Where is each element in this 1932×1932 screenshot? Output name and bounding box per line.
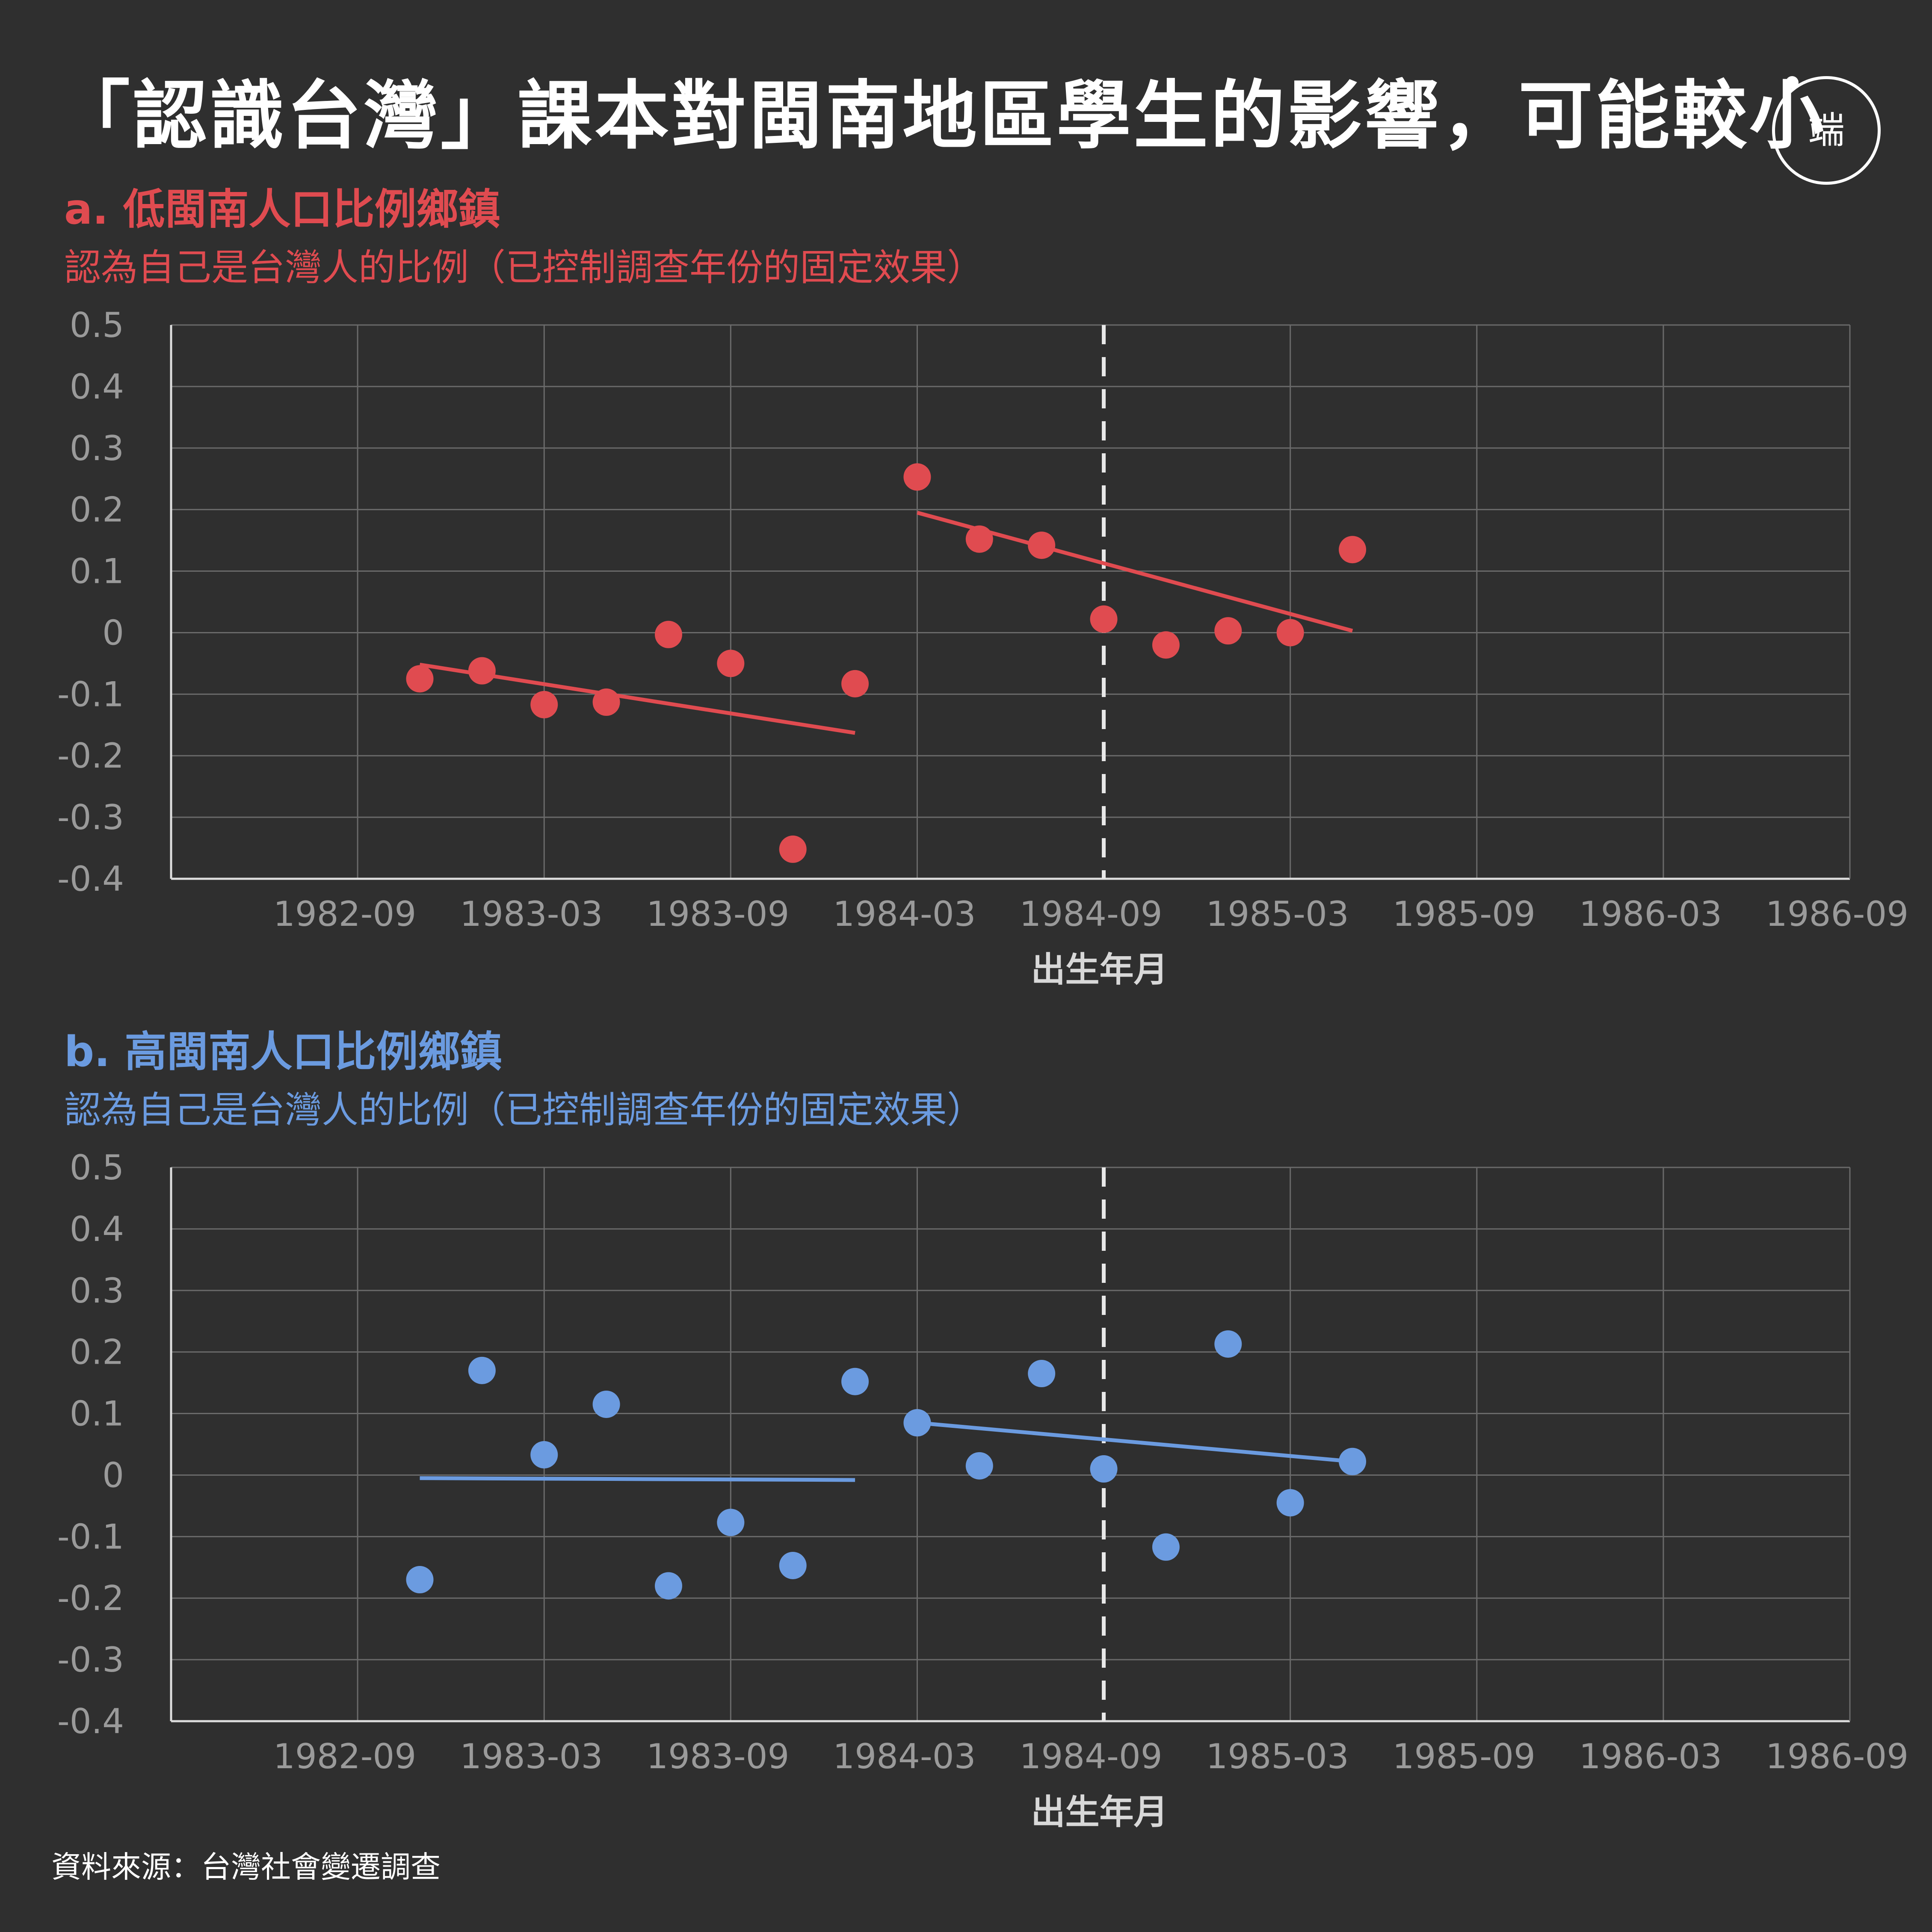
x-axis-label: 出生年月: [1031, 950, 1168, 990]
x-tick-label: 1986-09: [1766, 894, 1908, 934]
panel-b-title: b. 高閩南人口比例鄉鎮: [64, 1028, 502, 1076]
y-tick-label: -0.1: [57, 1517, 124, 1557]
panel-a-subtitle: 認為自己是台灣人的比例（已控制調查年份的固定效果）: [64, 246, 984, 289]
data-point: [468, 1356, 496, 1384]
data-point: [903, 1409, 931, 1437]
x-tick-label: 1985-03: [1206, 894, 1349, 934]
source-note: 資料來源：台灣社會變遷調查: [51, 1849, 441, 1885]
data-point: [1339, 536, 1367, 564]
y-tick-label: 0.4: [70, 367, 124, 407]
y-tick-label: -0.4: [57, 1702, 124, 1741]
data-point: [717, 1509, 745, 1536]
x-tick-label: 1985-03: [1206, 1737, 1349, 1776]
y-tick-label: 0.5: [70, 1148, 124, 1188]
y-tick-label: -0.3: [57, 1640, 124, 1680]
data-point: [406, 665, 434, 693]
x-tick-label: 1986-03: [1579, 894, 1722, 934]
chart-a: 0.5 0.4 0.3 0.2 0.1 0 -0.1 -0.2 -0.3 -0.4 1982-09 1…: [57, 305, 1908, 990]
data-point: [654, 1572, 682, 1600]
data-point: [1028, 532, 1056, 559]
x-tick-label: 1985-09: [1393, 1737, 1536, 1776]
logo-dot: [1786, 76, 1799, 89]
data-point: [1276, 1489, 1304, 1517]
page-title: 「認識台灣」課本對閩南地區學生的影響，可能較小: [56, 73, 1827, 160]
x-tick-label: 1984-03: [833, 1737, 976, 1776]
y-tick-label: 0.1: [70, 552, 124, 591]
x-tick-label: 1982-09: [273, 894, 416, 934]
data-point: [530, 691, 558, 718]
y-tick-label: -0.4: [57, 859, 124, 899]
data-point: [592, 688, 620, 716]
data-point: [717, 650, 745, 677]
y-tick-label: 0.2: [70, 490, 124, 530]
data-point: [1090, 1455, 1118, 1483]
y-tick-label: 0.5: [70, 305, 124, 345]
x-tick-label: 1983-03: [460, 1737, 603, 1776]
data-point: [903, 463, 931, 491]
data-point: [841, 670, 869, 697]
data-point: [965, 1452, 993, 1480]
y-tick-label: -0.1: [57, 674, 124, 714]
data-point: [1152, 631, 1180, 659]
data-point: [406, 1566, 434, 1594]
y-tick-label: 0.3: [70, 1271, 124, 1311]
data-point: [1028, 1360, 1056, 1388]
x-tick-label: 1983-09: [646, 894, 789, 934]
fit-line: [917, 1421, 1353, 1464]
logo-icon: 端: [1772, 76, 1881, 185]
data-point: [779, 835, 807, 863]
panel-b-subtitle: 認為自己是台灣人的比例（已控制調查年份的固定效果）: [64, 1089, 984, 1131]
data-point: [530, 1441, 558, 1468]
x-tick-label: 1983-09: [646, 1737, 789, 1776]
chart-b: 0.5 0.4 0.3 0.2 0.1 0 -0.1 -0.2 -0.3 -0.4 1982-09 1…: [57, 1148, 1908, 1832]
x-tick-label: 1982-09: [273, 1737, 416, 1776]
data-point: [1276, 619, 1304, 647]
data-point: [654, 620, 682, 648]
data-point: [779, 1551, 807, 1579]
y-tick-label: -0.3: [57, 798, 124, 837]
fit-line: [420, 1476, 855, 1482]
y-tick-label: -0.2: [57, 736, 124, 776]
x-tick-label: 1986-03: [1579, 1737, 1722, 1776]
y-tick-label: 0: [102, 613, 124, 653]
data-point: [592, 1390, 620, 1418]
x-tick-label: 1984-09: [1019, 894, 1162, 934]
data-point: [841, 1368, 869, 1395]
panel-a-title: a. 低閩南人口比例鄉鎮: [64, 185, 500, 234]
y-tick-label: 0.2: [70, 1332, 124, 1372]
x-tick-label: 1984-03: [833, 894, 976, 934]
y-tick-label: 0.3: [70, 428, 124, 468]
data-point: [965, 525, 993, 553]
y-tick-label: 0: [102, 1455, 124, 1495]
data-point: [1339, 1448, 1367, 1475]
x-tick-label: 1986-09: [1766, 1737, 1908, 1776]
data-point: [1214, 1330, 1242, 1358]
y-tick-label: -0.2: [57, 1578, 124, 1618]
x-tick-label: 1983-03: [460, 894, 603, 934]
x-axis-label: 出生年月: [1031, 1792, 1168, 1832]
y-tick-label: 0.4: [70, 1209, 124, 1249]
x-tick-label: 1985-09: [1393, 894, 1536, 934]
x-tick-label: 1984-09: [1019, 1737, 1162, 1776]
logo-text: 端: [1808, 109, 1845, 152]
y-tick-label: 0.1: [70, 1394, 124, 1434]
data-point: [1090, 605, 1118, 633]
data-point: [1214, 617, 1242, 645]
data-point: [468, 657, 496, 685]
data-point: [1152, 1533, 1180, 1561]
